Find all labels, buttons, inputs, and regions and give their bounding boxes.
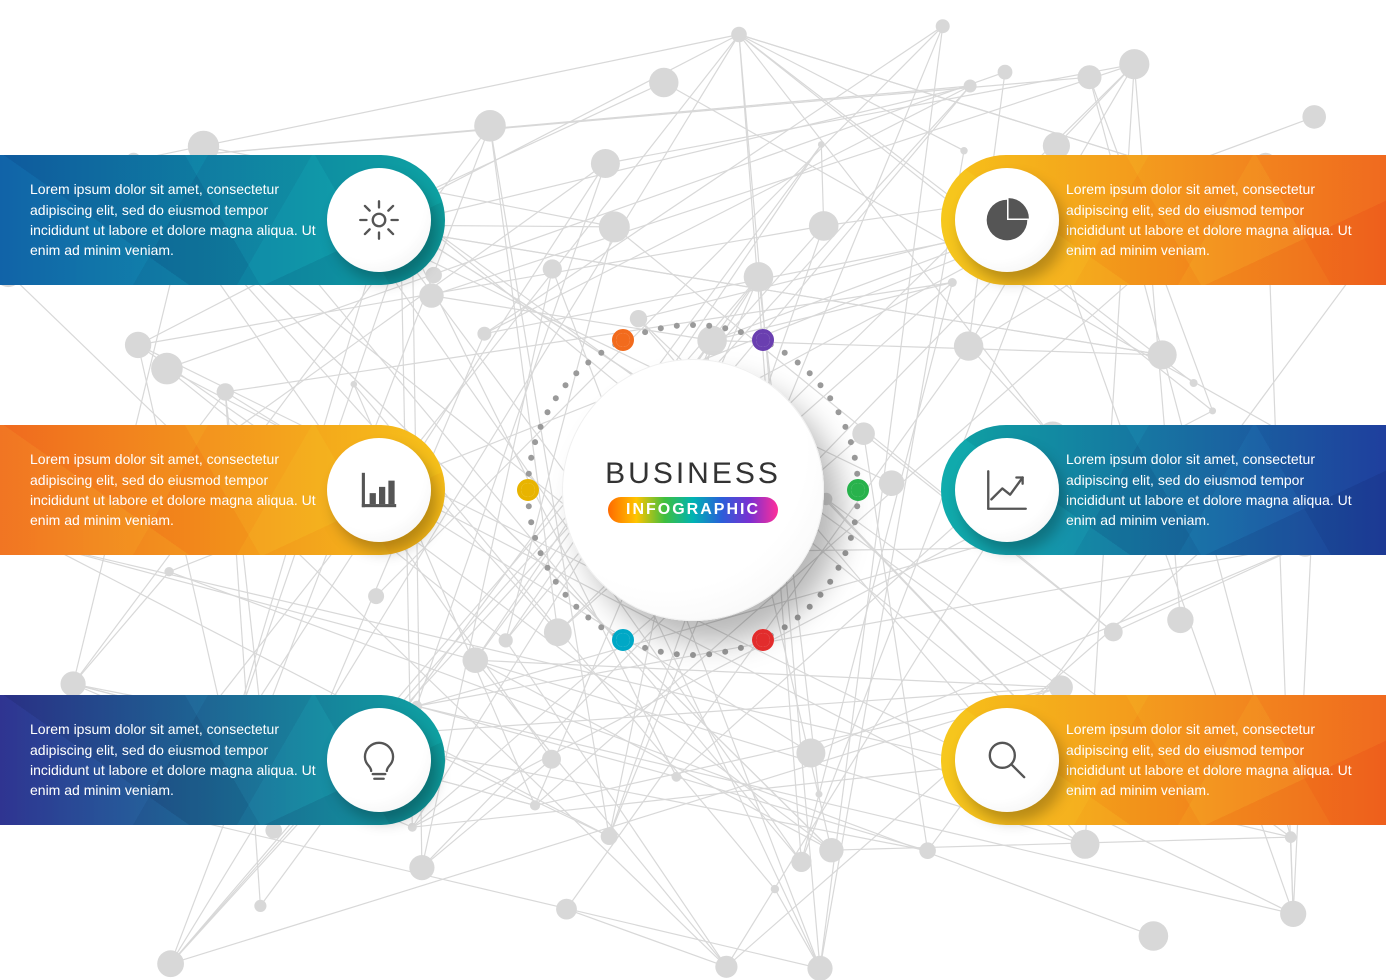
orbit-dot: [847, 479, 869, 501]
bulb-icon: [327, 708, 431, 812]
info-bar-text: Lorem ipsum dolor sit amet, consectetur …: [30, 719, 320, 800]
center-title: BUSINESS: [605, 457, 781, 491]
info-bar-text: Lorem ipsum dolor sit amet, consectetur …: [1066, 179, 1356, 260]
orbit-dot: [517, 479, 539, 501]
info-bar-text: Lorem ipsum dolor sit amet, consectetur …: [1066, 449, 1356, 530]
orbit-dot: [752, 629, 774, 651]
gear-icon: [327, 168, 431, 272]
infographic-stage: BUSINESS INFOGRAPHIC Lorem ipsum dolor s…: [0, 0, 1386, 980]
bar-chart-icon: [327, 438, 431, 542]
info-bar-text: Lorem ipsum dolor sit amet, consectetur …: [30, 179, 320, 260]
pie-icon: [955, 168, 1059, 272]
center-hub: BUSINESS INFOGRAPHIC: [508, 305, 878, 675]
center-circle: BUSINESS INFOGRAPHIC: [562, 359, 824, 621]
center-subtitle-pill: INFOGRAPHIC: [608, 497, 778, 523]
info-bar-text: Lorem ipsum dolor sit amet, consectetur …: [30, 449, 320, 530]
magnifier-icon: [955, 708, 1059, 812]
line-up-icon: [955, 438, 1059, 542]
info-bar-text: Lorem ipsum dolor sit amet, consectetur …: [1066, 719, 1356, 800]
orbit-dot: [612, 629, 634, 651]
